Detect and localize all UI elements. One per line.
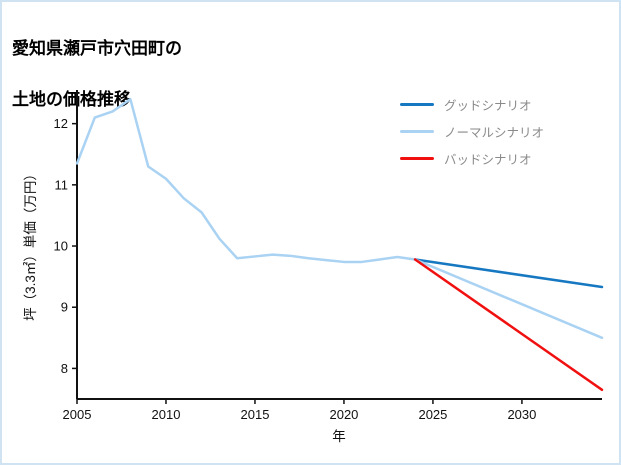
good-scenario-line bbox=[413, 258, 604, 289]
legend-swatch bbox=[400, 103, 434, 106]
chart-title-line-2: 土地の価格推移 bbox=[12, 89, 131, 109]
x-tick-label: 2020 bbox=[329, 407, 358, 422]
x-tick-label: 2010 bbox=[152, 407, 181, 422]
y-tick-label: 9 bbox=[61, 300, 68, 315]
legend-label: バッドシナリオ bbox=[444, 153, 532, 167]
y-tick-label: 11 bbox=[55, 177, 69, 192]
x-tick-label: 2005 bbox=[63, 407, 92, 422]
y-tick-label: 12 bbox=[54, 116, 68, 131]
legend-label: ノーマルシナリオ bbox=[444, 126, 545, 140]
x-tick-label: 2015 bbox=[241, 407, 270, 422]
legend-item-good-scenario-line: グッドシナリオ bbox=[400, 95, 544, 114]
x-tick-label: 2030 bbox=[507, 407, 536, 422]
legend-swatch bbox=[400, 130, 434, 133]
chart-title-line-1: 愛知県瀬戸市穴田町の bbox=[12, 38, 182, 58]
legend: グッドシナリオ ノーマルシナリオ バッドシナリオ bbox=[400, 95, 544, 168]
normal-scenario-line bbox=[413, 258, 604, 340]
y-tick-label: 8 bbox=[61, 361, 68, 376]
bad-scenario-line bbox=[413, 258, 604, 392]
history-line bbox=[75, 97, 417, 264]
y-tick-label: 10 bbox=[54, 239, 68, 254]
chart-title: 愛知県瀬戸市穴田町の 土地の価格推移 bbox=[12, 10, 182, 138]
x-axis-label: 年 bbox=[332, 429, 346, 444]
legend-swatch bbox=[400, 157, 434, 160]
legend-item-bad-scenario-line: バッドシナリオ bbox=[400, 149, 544, 168]
legend-label: グッドシナリオ bbox=[444, 99, 532, 113]
legend-item-normal-scenario-line: ノーマルシナリオ bbox=[400, 122, 544, 141]
x-tick-label: 2025 bbox=[418, 407, 447, 422]
